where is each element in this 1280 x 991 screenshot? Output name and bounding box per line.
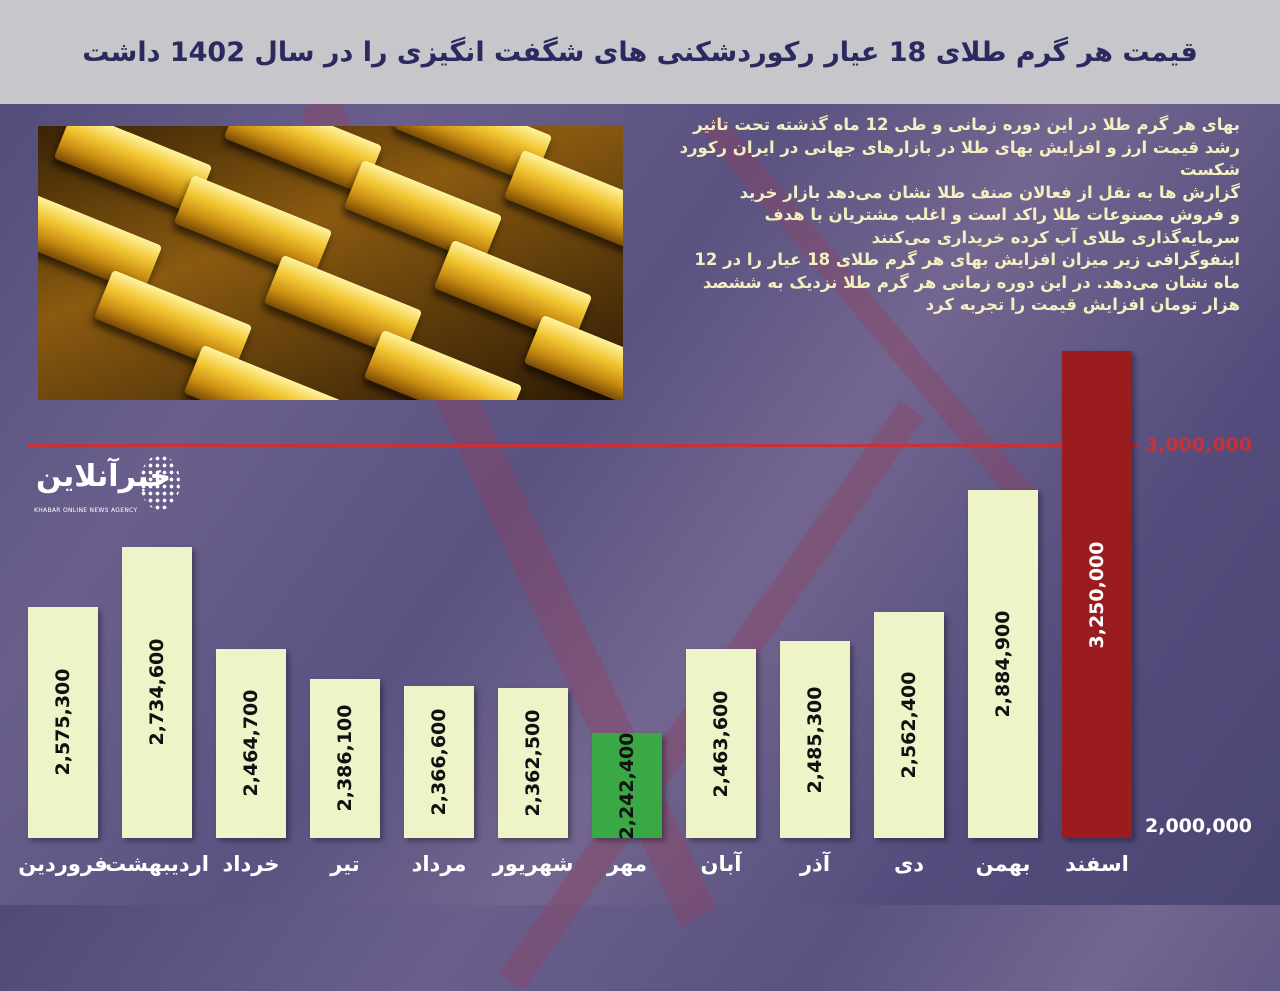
x-tick-label: فروردین: [18, 852, 108, 876]
x-tick-label: شهریور: [492, 852, 574, 876]
x-tick-label: اردیبهشت: [105, 852, 209, 876]
bar-value-label: 2,366,600: [428, 708, 450, 816]
logo-tagline: KHABAR ONLINE NEWS AGENCY: [34, 507, 138, 514]
bar-11: 3,250,000: [1062, 351, 1132, 838]
x-tick-label: بهمن: [975, 852, 1031, 876]
bar-10: 2,884,900: [968, 489, 1038, 838]
bar-value-label: 2,464,700: [240, 689, 262, 797]
bar-value-label: 2,485,300: [804, 686, 826, 794]
bar-value-label: 3,250,000: [1086, 541, 1108, 649]
x-tick-label: آذر: [799, 852, 831, 876]
bar-9: 2,562,400: [874, 611, 944, 838]
bar-0: 2,575,300: [28, 606, 98, 838]
y-tick-2000000: 2,000,000: [1145, 815, 1252, 837]
x-tick-label: دی: [893, 852, 925, 876]
bar-7: 2,463,600: [686, 649, 756, 838]
x-tick-label: خرداد: [222, 852, 280, 876]
bar-value-label: 2,463,600: [710, 690, 732, 798]
title-bar: قیمت هر گرم طلای 18 عیار رکوردشکنی های ش…: [0, 0, 1280, 104]
bar-4: 2,366,600: [404, 686, 474, 838]
bar-8: 2,485,300: [780, 641, 850, 838]
x-tick-label: آبان: [700, 852, 742, 876]
x-tick-label: مهر: [607, 852, 647, 876]
gold-bars-photo: [38, 126, 623, 400]
bar-value-label: 2,734,600: [146, 638, 168, 746]
chart-title: قیمت هر گرم طلای 18 عیار رکوردشکنی های ش…: [82, 36, 1198, 68]
bar-value-label: 2,562,400: [898, 671, 920, 779]
logo-globe-icon: [140, 455, 180, 510]
x-tick-label: مرداد: [411, 852, 467, 876]
khabaronline-logo: خبرآنلاین KHABAR ONLINE NEWS AGENCY: [30, 455, 180, 517]
y-tick-3000000: 3,000,000: [1145, 434, 1252, 456]
bar-2: 2,464,700: [216, 648, 286, 838]
x-tick-label: تیر: [330, 852, 360, 876]
description-text: بهای هر گرم طلا در این دوره زمانی و طی 1…: [679, 115, 1240, 314]
bar-value-label: 2,575,300: [52, 668, 74, 776]
bar-value-label: 2,386,100: [334, 704, 356, 812]
reference-line-3000000: [28, 444, 1138, 447]
x-tick-label: اسفند: [1065, 852, 1129, 876]
bar-value-label: 2,242,400: [616, 732, 638, 840]
bar-6: 2,242,400: [592, 732, 662, 840]
bar-3: 2,386,100: [310, 678, 380, 838]
bar-1: 2,734,600: [122, 546, 192, 838]
bar-5: 2,362,500: [498, 687, 568, 838]
bar-value-label: 2,362,500: [522, 709, 544, 817]
bar-value-label: 2,884,900: [992, 610, 1014, 718]
